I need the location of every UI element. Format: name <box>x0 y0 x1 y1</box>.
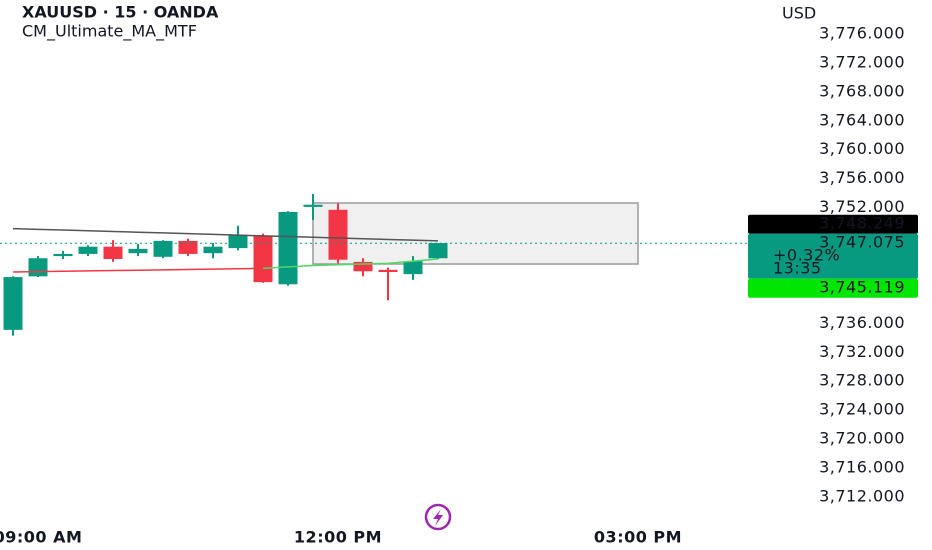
y-tick-label: 3,712.000 <box>819 486 905 505</box>
x-tick-label: 09:00 AM <box>0 528 82 547</box>
y-tick-label: 3,764.000 <box>819 110 905 129</box>
candle-body <box>228 235 248 249</box>
y-tick-label: 3,716.000 <box>819 458 905 477</box>
candle-body <box>278 211 298 285</box>
y-tick-label: 3,768.000 <box>819 81 905 100</box>
candle-body <box>428 243 448 259</box>
candle-body <box>103 246 123 259</box>
price-label-box <box>748 233 918 279</box>
price-label-extra: +0.32% <box>773 246 840 265</box>
price-label: 3,747.075 <box>819 233 905 252</box>
ma-line <box>12 267 264 273</box>
candle-body <box>153 240 173 257</box>
chart-title: XAUUSD · 15 · OANDA <box>22 3 219 22</box>
candle-body <box>328 209 348 260</box>
candle-body <box>53 253 73 257</box>
ma-line <box>12 227 439 242</box>
y-tick-label: 3,720.000 <box>819 429 905 448</box>
price-label: 3,748.249 <box>819 214 905 233</box>
price-label-box <box>748 214 918 234</box>
range-box <box>312 202 639 265</box>
event-icon-bolt <box>433 509 443 526</box>
event-icon[interactable] <box>424 503 452 531</box>
y-tick-label: 3,732.000 <box>819 342 905 361</box>
ma-line <box>262 258 439 270</box>
y-tick-label: 3,756.000 <box>819 168 905 187</box>
chart-subtitle: CM_Ultimate_MA_MTF <box>22 22 197 42</box>
price-label-box <box>748 278 918 298</box>
candle-body <box>28 258 48 277</box>
candle-body <box>203 246 223 254</box>
y-tick-label: 3,760.000 <box>819 139 905 158</box>
plot <box>0 193 748 336</box>
price-label-extra: 13:35 <box>773 259 822 278</box>
y-tick-label: 3,772.000 <box>819 52 905 71</box>
candle-body <box>303 204 323 207</box>
y-tick-label: 3,776.000 <box>819 24 905 43</box>
currency: USD <box>782 4 816 23</box>
candle-body <box>353 261 373 272</box>
candle-body <box>253 235 273 283</box>
x-tick-label: 12:00 PM <box>294 528 382 547</box>
candle-body <box>3 277 23 330</box>
y-tick-label: 3,752.000 <box>819 197 905 216</box>
candle-body <box>378 269 398 272</box>
y-tick-label: 3,736.000 <box>819 313 905 332</box>
price-label: 3,745.119 <box>819 278 905 297</box>
y-tick-label: 3,728.000 <box>819 371 905 390</box>
x-tick-label: 03:00 PM <box>594 528 682 547</box>
y-tick-label: 3,724.000 <box>819 400 905 419</box>
candle-body <box>78 246 98 254</box>
candle-body <box>403 261 423 275</box>
candle-body <box>178 240 198 254</box>
candle-body <box>128 248 148 254</box>
